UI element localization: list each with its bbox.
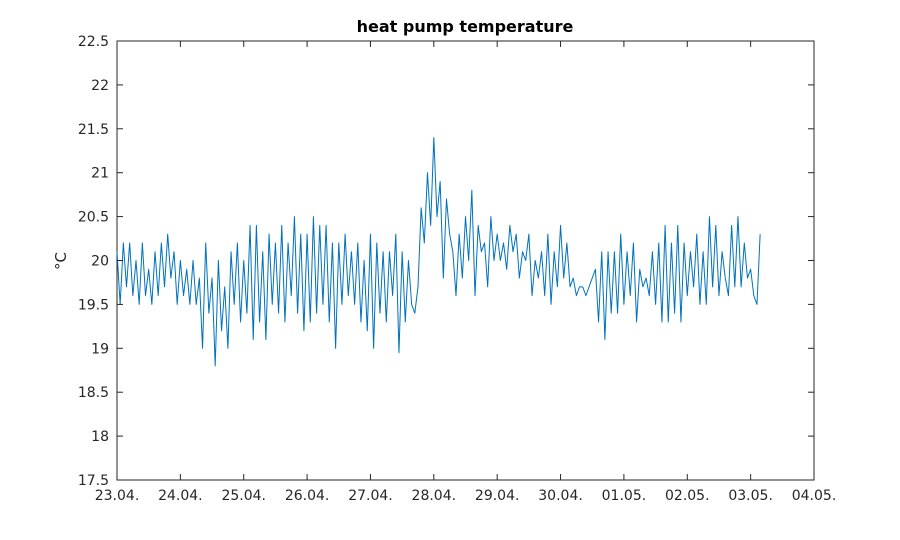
x-tick-label: 30.04. xyxy=(538,488,583,504)
y-tick-label: 20.5 xyxy=(78,210,109,226)
y-tick-label: 21 xyxy=(91,166,109,182)
plot-area xyxy=(116,40,815,481)
x-tick-label: 23.04. xyxy=(95,488,140,504)
x-tick-label: 01.05. xyxy=(602,488,647,504)
series-layer xyxy=(116,137,761,367)
plot-frame xyxy=(116,40,815,481)
x-tick-label: 03.05. xyxy=(728,488,773,504)
y-axis: 17.5 18 18.5 19 19.5 20 20.5 21 21.5 22 22.5 xyxy=(78,34,814,489)
y-tick-label: 19.5 xyxy=(78,297,109,313)
x-tick-label: 02.05. xyxy=(665,488,710,504)
y-tick-label: 22.5 xyxy=(78,34,109,50)
x-tick-label: 28.04. xyxy=(412,488,457,504)
series-line-0 xyxy=(116,137,761,367)
y-tick-label: 19 xyxy=(91,341,109,357)
x-tick-label: 26.04. xyxy=(285,488,330,504)
x-axis: 23.04. 24.04. 25.04. 26.04. 27.04. 28.04. 29.0… xyxy=(95,41,837,504)
y-tick-label: 18 xyxy=(91,429,109,445)
y-axis-label: °C xyxy=(52,252,70,270)
y-tick-label: 20 xyxy=(91,254,109,270)
y-tick-label: 18.5 xyxy=(78,385,109,401)
x-tick-label: 25.04. xyxy=(221,488,266,504)
x-tick-label: 24.04. xyxy=(158,488,203,504)
x-tick-label: 29.04. xyxy=(475,488,520,504)
y-tick-label: 22 xyxy=(91,78,109,94)
chart-title: heat pump temperature xyxy=(357,17,574,36)
y-tick-label: 17.5 xyxy=(78,473,109,489)
x-tick-label: 04.05. xyxy=(792,488,837,504)
y-tick-label: 21.5 xyxy=(78,122,109,138)
x-tick-label: 27.04. xyxy=(348,488,393,504)
